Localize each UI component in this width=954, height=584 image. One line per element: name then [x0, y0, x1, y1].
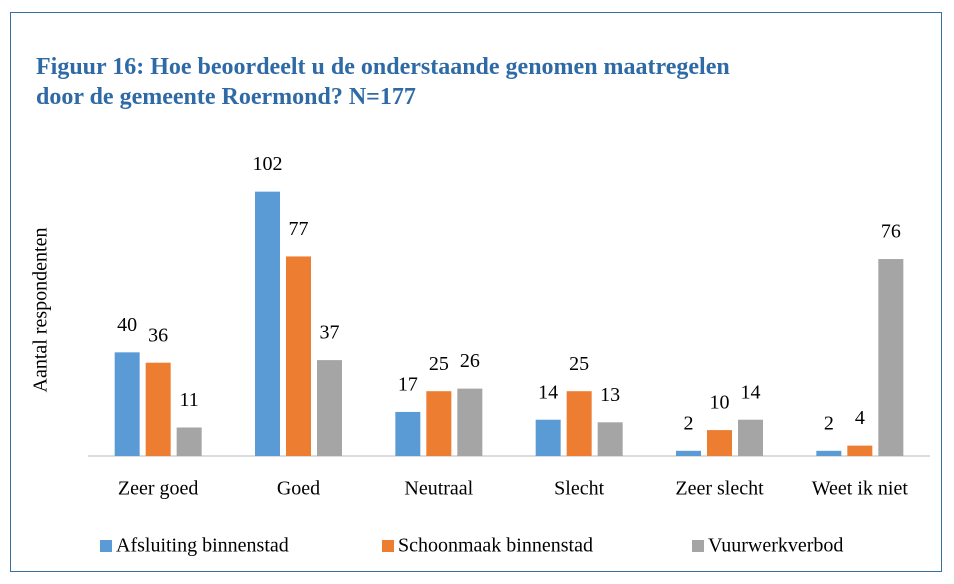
data-label: 77: [289, 218, 309, 240]
legend-label: Afsluiting binnenstad: [116, 535, 289, 557]
legend-swatch: [382, 540, 394, 552]
data-label: 14: [741, 381, 761, 403]
x-tick-label: Zeer goed: [118, 478, 199, 500]
bar: [847, 445, 873, 456]
chart-title: Figuur 16: Hoe beoordeelt u de onderstaa…: [36, 54, 730, 110]
data-label: 4: [855, 407, 865, 429]
data-label: 25: [429, 353, 449, 375]
x-tick-label: Zeer slecht: [675, 478, 764, 500]
bar: [535, 419, 561, 456]
data-label: 26: [460, 350, 480, 372]
data-label: 11: [180, 389, 199, 411]
legend-swatch: [692, 540, 704, 552]
bar: [878, 259, 904, 456]
x-tick-label: Goed: [277, 478, 320, 500]
y-axis-label: Aantal respondenten: [30, 228, 52, 393]
bar: [395, 411, 421, 456]
data-label: 10: [710, 392, 730, 414]
data-label: 36: [148, 324, 168, 346]
chart-frame: [10, 12, 942, 572]
data-label: 2: [824, 412, 834, 434]
legend-label: Vuurwerkverbod: [708, 535, 843, 557]
data-label: 37: [320, 322, 340, 344]
data-label: 76: [881, 221, 901, 243]
bar: [114, 352, 140, 456]
legend-label: Schoonmaak binnenstad: [398, 535, 593, 557]
bar: [566, 391, 592, 456]
data-label: 14: [538, 381, 558, 403]
data-label: 2: [684, 412, 694, 434]
bar: [255, 191, 280, 456]
bar: [676, 450, 701, 456]
data-label: 13: [600, 384, 620, 406]
bar: [597, 422, 623, 456]
legend-swatch: [100, 540, 112, 552]
bar: [426, 391, 452, 456]
data-label: 17: [398, 374, 418, 396]
bar: [317, 360, 342, 456]
data-label: 40: [117, 314, 137, 336]
bar: [457, 388, 483, 456]
bar: [738, 419, 763, 456]
x-tick-label: Neutraal: [404, 478, 473, 500]
x-tick-label: Slecht: [554, 478, 604, 500]
bar: [707, 430, 732, 456]
bar: [816, 450, 842, 456]
bar: [286, 256, 311, 456]
data-label: 102: [253, 153, 283, 175]
x-tick-label: Weet ik niet: [812, 478, 909, 500]
bar: [176, 427, 202, 456]
bar: [145, 362, 171, 456]
data-label: 25: [569, 353, 589, 375]
